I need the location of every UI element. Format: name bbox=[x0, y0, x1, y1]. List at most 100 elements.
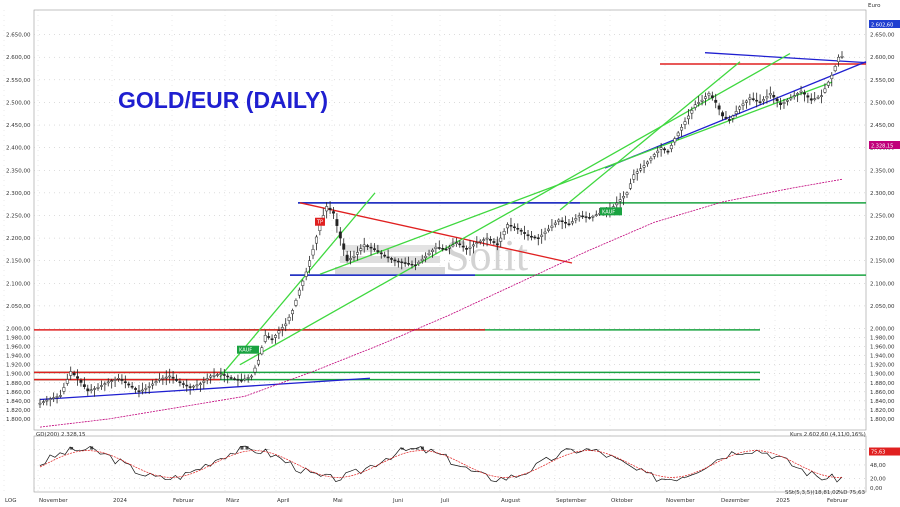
osc-value-badge bbox=[869, 447, 900, 456]
candle-body bbox=[260, 347, 264, 355]
candle-body bbox=[717, 105, 721, 110]
candle-body bbox=[62, 387, 66, 392]
candle-body bbox=[618, 199, 622, 202]
y-tick-label: 2.200,00 bbox=[6, 236, 31, 242]
candle-body bbox=[338, 231, 342, 239]
y-tick-label-right: 1.860,00 bbox=[870, 390, 895, 396]
signal-tag-label: KAUF bbox=[602, 209, 615, 215]
x-tick-label: Dezember bbox=[721, 498, 750, 504]
candle-body bbox=[471, 244, 475, 247]
candle-body bbox=[615, 202, 619, 206]
candle-body bbox=[301, 280, 305, 286]
candle-body bbox=[250, 375, 254, 378]
candle-body bbox=[233, 378, 236, 380]
candle-body bbox=[253, 367, 257, 373]
candle-body bbox=[741, 103, 745, 106]
candle-body bbox=[536, 237, 540, 239]
candle-body bbox=[673, 138, 677, 143]
candle-body bbox=[441, 248, 445, 250]
ma-price-label: 2.328,15 bbox=[871, 144, 893, 150]
candle-body bbox=[785, 99, 789, 102]
y-tick-label: 2.300,00 bbox=[6, 191, 31, 197]
candle-body bbox=[297, 289, 301, 296]
ohlc-legend: Kurs 2.602,60 (4,11/0,16%) bbox=[790, 432, 866, 438]
candle-body bbox=[144, 387, 148, 390]
candle-body bbox=[52, 397, 56, 399]
candle-body bbox=[710, 95, 714, 99]
candle-body bbox=[140, 389, 144, 392]
candle-body bbox=[734, 111, 738, 114]
candle-body bbox=[195, 384, 199, 387]
candle-body bbox=[188, 386, 192, 388]
candle-body bbox=[65, 379, 69, 384]
candle-body bbox=[79, 380, 83, 383]
candle-body bbox=[157, 378, 161, 381]
candle-body bbox=[782, 102, 786, 104]
candle-body bbox=[154, 381, 158, 384]
y-tick-label-right: 2.300,00 bbox=[870, 191, 895, 197]
candle-body bbox=[669, 145, 673, 150]
signal-tag bbox=[600, 207, 622, 216]
y-tick-label: 2.150,00 bbox=[6, 259, 31, 265]
candle-body bbox=[76, 376, 79, 379]
x-tick-label: 2025 bbox=[776, 498, 790, 504]
candle-body bbox=[809, 98, 813, 101]
candle-body bbox=[424, 255, 428, 258]
y-tick-label-right: 1.800,00 bbox=[870, 417, 895, 423]
candle-body bbox=[516, 228, 520, 230]
candle-body bbox=[362, 244, 366, 248]
candle-body bbox=[308, 260, 312, 267]
x-tick-label: LOG bbox=[5, 498, 16, 504]
candle-body bbox=[291, 310, 294, 315]
candle-body bbox=[461, 245, 465, 248]
candle-body bbox=[328, 207, 332, 211]
candle-body bbox=[396, 260, 400, 263]
candle-body bbox=[680, 127, 684, 131]
candle-body bbox=[489, 238, 492, 241]
candle-body bbox=[147, 386, 151, 388]
candle-body bbox=[55, 396, 59, 398]
x-tick-label: Oktober bbox=[611, 498, 634, 504]
y-tick-label-right: 1.820,00 bbox=[870, 408, 895, 414]
candle-body bbox=[751, 98, 755, 100]
candle-body bbox=[594, 214, 598, 216]
osc-legend: SSt(5,3,5)(18,81,02 bbox=[785, 490, 839, 496]
candle-body bbox=[41, 401, 45, 403]
candle-body bbox=[256, 359, 260, 365]
candle-body bbox=[468, 246, 472, 249]
candle-body bbox=[485, 237, 489, 240]
candle-body bbox=[103, 383, 107, 385]
y-tick-label: 1.900,00 bbox=[6, 372, 31, 378]
candle-body bbox=[185, 384, 189, 387]
ma-200-line bbox=[39, 178, 843, 428]
candle-body bbox=[274, 335, 277, 338]
x-axis: LOG November 2024 Februar März April Mai Juni Ju… bbox=[5, 498, 849, 504]
candle-body bbox=[345, 254, 349, 261]
candle-body bbox=[779, 102, 783, 105]
candle-body bbox=[577, 215, 581, 218]
candle-body bbox=[465, 248, 469, 250]
candle-body bbox=[533, 236, 537, 239]
candle-body bbox=[529, 235, 533, 238]
candle-body bbox=[495, 243, 499, 246]
candle-body bbox=[731, 115, 735, 119]
osc-overbought-bar bbox=[90, 446, 94, 450]
y-tick-label-right: 2.250,00 bbox=[870, 213, 895, 219]
candle-body bbox=[113, 379, 117, 381]
y-tick-label-right: 2.100,00 bbox=[870, 281, 895, 287]
candle-body bbox=[820, 95, 823, 97]
price-candles bbox=[38, 51, 844, 409]
signal-tags: TP KAUF KAUF bbox=[237, 207, 622, 354]
main-plot-frame bbox=[33, 9, 867, 431]
candle-body bbox=[386, 256, 390, 259]
candle-body bbox=[280, 327, 284, 330]
candle-body bbox=[478, 240, 482, 243]
candle-body bbox=[755, 99, 759, 102]
ma-price-badge: 2.328,15 bbox=[869, 141, 900, 150]
signal-tag bbox=[315, 217, 325, 226]
candle-body bbox=[151, 383, 155, 386]
y-tick-label-right: 1.840,00 bbox=[870, 399, 895, 405]
candle-body bbox=[656, 150, 660, 153]
candle-body bbox=[591, 215, 595, 218]
